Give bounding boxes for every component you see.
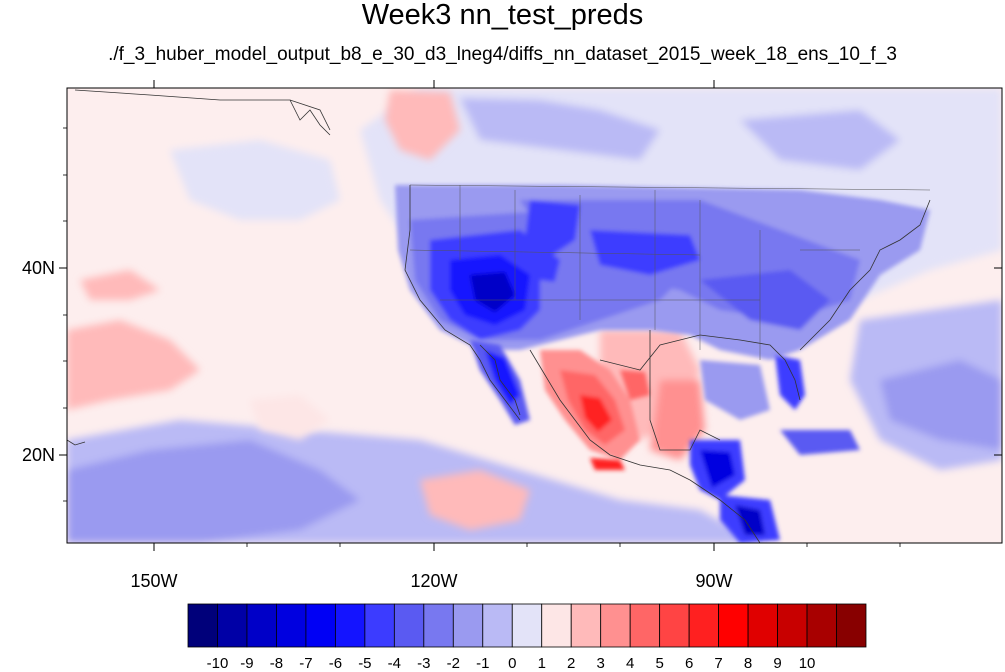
colorbar-box [246, 603, 277, 648]
colorbar-box [364, 603, 395, 648]
colorbar-box [393, 603, 425, 648]
colorbar-label: -7 [299, 655, 312, 672]
colorbar-box [570, 603, 602, 648]
colorbar-box [511, 603, 543, 648]
colorbar-box [276, 603, 307, 648]
colorbar-label: -6 [329, 655, 342, 672]
colorbar-label: 7 [714, 655, 722, 672]
axis-ticks [59, 80, 1002, 551]
colorbar-label: 6 [685, 655, 693, 672]
lon-label-150w: 150W [130, 571, 177, 591]
colorbar-label: -8 [270, 655, 283, 672]
map-subtitle: ./f_3_huber_model_output_b8_e_30_d3_lneg… [108, 44, 897, 65]
colorbar-label: 4 [626, 655, 634, 672]
colorbar-label: 8 [744, 655, 752, 672]
colorbar-label: 2 [567, 655, 575, 672]
colorbar-label: 3 [597, 655, 605, 672]
colorbar-box [423, 603, 454, 648]
colorbar-box [187, 603, 218, 648]
colorbar-box [600, 603, 631, 648]
colorbar-box [718, 603, 749, 648]
map-panel [67, 88, 1002, 543]
colorbar-label: 0 [508, 655, 516, 672]
colorbar-label: -3 [417, 655, 430, 672]
colorbar-label: -2 [447, 655, 460, 672]
colorbar-label: 1 [538, 655, 546, 672]
lat-label-20n: 20N [22, 445, 55, 465]
coastlines [67, 89, 931, 543]
colorbar-box [482, 603, 513, 648]
lat-label-40n: 40N [22, 258, 55, 278]
colorbar-box [334, 603, 366, 648]
colorbar-label: 9 [773, 655, 781, 672]
colorbar-label: -5 [358, 655, 371, 672]
colorbar [187, 603, 867, 648]
colorbar-label: -4 [388, 655, 401, 672]
minor-ticks [63, 127, 901, 547]
colorbar-box [305, 603, 336, 648]
colorbar-box [836, 603, 867, 648]
colorbar-box [452, 603, 484, 648]
map-title: Week3 nn_test_preds [361, 0, 644, 31]
difference-field-conus [395, 185, 930, 360]
colorbar-box [747, 603, 778, 648]
colorbar-box [217, 603, 248, 648]
lon-label-90w: 90W [695, 571, 732, 591]
difference-field-mexico [540, 350, 650, 470]
colorbar-label: -1 [476, 655, 489, 672]
colorbar-box [806, 603, 837, 648]
colorbar-box [659, 603, 690, 648]
map-frame [66, 87, 1003, 544]
colorbar-box [688, 603, 720, 648]
colorbar-label: -9 [240, 655, 253, 672]
difference-field-south [470, 340, 860, 543]
colorbar-box [541, 603, 572, 648]
colorbar-label: 10 [799, 655, 816, 672]
colorbar-label: 5 [655, 655, 663, 672]
colorbar-labels: -10 -9 -8 -7 -6 -5 -4 -3 -2 -1 0 1 2 3 4 5 6 7 8 9 10 [207, 655, 816, 672]
colorbar-box [629, 603, 661, 648]
state-borders [409, 184, 931, 360]
lon-label-120w: 120W [410, 571, 457, 591]
colorbar-label: -10 [207, 655, 229, 672]
colorbar-box [777, 603, 808, 648]
